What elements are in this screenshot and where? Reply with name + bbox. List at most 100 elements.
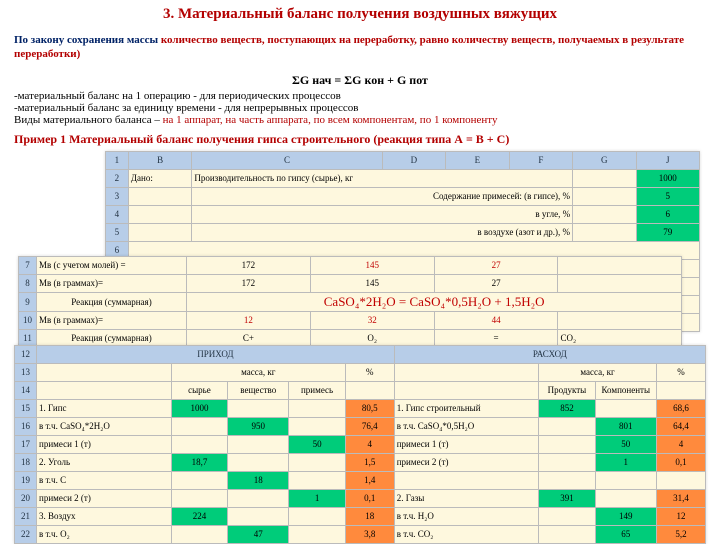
cell: Компоненты — [595, 381, 656, 399]
cell: 5,2 — [656, 525, 705, 543]
rownum: 1 — [105, 151, 128, 169]
cell: 1,5 — [345, 453, 394, 471]
cell: Мв (в граммах)= — [37, 311, 187, 329]
colhead: E — [446, 151, 509, 169]
cell: 1000 — [171, 399, 227, 417]
cell: в т.ч. СО₂ — [394, 525, 539, 543]
cell — [539, 417, 595, 435]
cell: 4 — [345, 435, 394, 453]
example-title: Пример 1 Материальный баланс получения г… — [14, 132, 706, 147]
cell — [228, 399, 289, 417]
cell: 68,6 — [656, 399, 705, 417]
cell: 15 — [15, 399, 37, 417]
cell — [289, 471, 345, 489]
vids: Виды материального баланса – на 1 аппара… — [14, 114, 706, 126]
cell — [228, 453, 289, 471]
vids-a: Виды материального баланса – — [14, 114, 163, 126]
cell: масса, кг — [171, 363, 345, 381]
cell: 80,5 — [345, 399, 394, 417]
header-outcome: РАСХОД — [394, 345, 705, 363]
cell: в т.ч. CaSO₄*2H₂O — [37, 417, 172, 435]
cell — [128, 205, 191, 223]
cell — [539, 453, 595, 471]
rownum: 5 — [105, 223, 128, 241]
cell — [656, 471, 705, 489]
cell — [394, 471, 539, 489]
cell: 18,7 — [171, 453, 227, 471]
cell — [595, 489, 656, 507]
cell — [128, 223, 191, 241]
colhead: G — [573, 151, 636, 169]
cell: 12 — [187, 311, 311, 329]
header-income: ПРИХОД — [37, 345, 395, 363]
colhead: B — [128, 151, 191, 169]
cell-value: 6 — [636, 205, 699, 223]
vids-b: на 1 аппарат, на часть аппарата, по всем… — [163, 114, 498, 126]
cell — [573, 205, 636, 223]
cell: 20 — [15, 489, 37, 507]
cell: 19 — [15, 471, 37, 489]
cell — [228, 507, 289, 525]
cell: Дано: — [128, 169, 191, 187]
colhead: J — [636, 151, 699, 169]
cell: в т.ч. О₂ — [37, 525, 172, 543]
cell: Продукты — [539, 381, 595, 399]
note-a: -материальный баланс на 1 операцию - для… — [14, 90, 706, 102]
cell: 1 — [289, 489, 345, 507]
cell: 801 — [595, 417, 656, 435]
cell: 44 — [434, 311, 558, 329]
cell-value: 79 — [636, 223, 699, 241]
cell: 3. Воздух — [37, 507, 172, 525]
cell — [539, 471, 595, 489]
cell: 852 — [539, 399, 595, 417]
cell: % — [656, 363, 705, 381]
cell: 18 — [228, 471, 289, 489]
cell — [289, 453, 345, 471]
cell: 0,1 — [656, 453, 705, 471]
table-balance: 12 ПРИХОД РАСХОД 13 масса, кг % масса, к… — [14, 345, 706, 544]
cell — [228, 435, 289, 453]
cell — [37, 381, 172, 399]
cell: 2. Уголь — [37, 453, 172, 471]
rownum: 2 — [105, 169, 128, 187]
cell — [171, 489, 227, 507]
cell — [171, 435, 227, 453]
cell: Производительность по гипсу (сырье), кг — [192, 169, 573, 187]
cell: 27 — [434, 274, 558, 292]
cell — [394, 381, 539, 399]
cell — [573, 187, 636, 205]
cell — [37, 363, 172, 381]
cell — [289, 417, 345, 435]
cell: 1. Гипс — [37, 399, 172, 417]
page-title: 3. Материальный баланс получения воздушн… — [14, 6, 706, 23]
cell-value: 1000 — [636, 169, 699, 187]
cell — [171, 525, 227, 543]
rownum: 10 — [19, 311, 37, 329]
rownum: 4 — [105, 205, 128, 223]
cell: в т.ч. Н₂О — [394, 507, 539, 525]
cell — [558, 311, 682, 329]
cell: 22 — [15, 525, 37, 543]
cell — [573, 223, 636, 241]
cell: вещество — [228, 381, 289, 399]
cell: 27 — [434, 256, 558, 274]
cell: 18 — [345, 507, 394, 525]
cell: Мв (в граммах)= — [37, 274, 187, 292]
rownum: 8 — [19, 274, 37, 292]
cell: в т.ч. С — [37, 471, 172, 489]
cell: в воздухе (азот и др.), % — [192, 223, 573, 241]
cell: 1. Гипс строительный — [394, 399, 539, 417]
cell: 391 — [539, 489, 595, 507]
cell — [558, 274, 682, 292]
cell: 47 — [228, 525, 289, 543]
intro-paragraph: По закону сохранения массы количество ве… — [14, 34, 706, 62]
cell — [595, 471, 656, 489]
cell: примеси 1 (т) — [394, 435, 539, 453]
cell: 145 — [310, 256, 434, 274]
cell: 16 — [15, 417, 37, 435]
cell — [539, 435, 595, 453]
intro-a: По закону сохранения массы — [14, 34, 161, 46]
cell — [656, 381, 705, 399]
cell: примеси 2 (т) — [37, 489, 172, 507]
rownum: 12 — [15, 345, 37, 363]
